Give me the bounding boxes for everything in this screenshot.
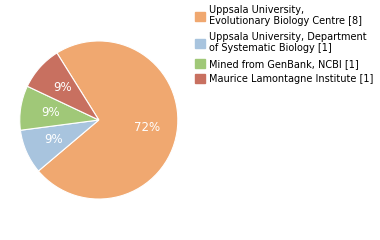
Text: 9%: 9% (45, 133, 63, 146)
Legend: Uppsala University,
Evolutionary Biology Centre [8], Uppsala University, Departm: Uppsala University, Evolutionary Biology… (195, 5, 374, 84)
Text: 9%: 9% (53, 81, 71, 94)
Wedge shape (27, 53, 99, 120)
Wedge shape (21, 120, 99, 171)
Wedge shape (38, 41, 178, 199)
Text: 9%: 9% (41, 106, 60, 119)
Text: 72%: 72% (134, 121, 160, 134)
Wedge shape (20, 86, 99, 130)
